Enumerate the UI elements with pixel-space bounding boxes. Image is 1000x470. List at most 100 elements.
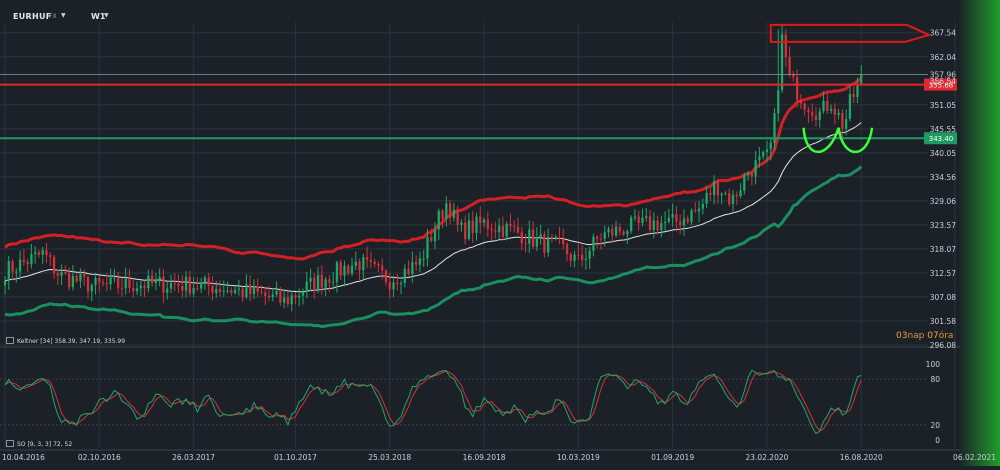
candle-body [252,286,256,294]
candle [192,277,195,298]
candle [230,287,233,296]
keltner-legend[interactable]: Keltner [34] 358.39, 347.19, 335.99 [6,337,125,345]
candle-body [814,115,818,121]
price-tick-label: 329.06 [930,197,956,206]
candle-body [750,172,753,177]
candle [335,260,339,293]
candle-body [520,232,523,244]
candle [739,183,742,199]
candle [67,267,71,291]
candle [124,267,127,295]
stochastic-legend[interactable]: SO [9, 3, 3] 72, 52 [6,440,72,448]
candle-body [516,226,520,233]
time-tick-label: 16.09.2018 [463,453,506,462]
candle-body [795,76,799,100]
candle-body [860,74,863,84]
candle [622,229,625,237]
candle [316,267,320,294]
candle-body [365,256,369,260]
candle-body [501,225,505,237]
candle-body [407,268,410,275]
candle [339,259,342,280]
candle-body [222,291,225,293]
candle-body [233,289,237,294]
candle-body [618,226,621,232]
candle-body [358,261,361,271]
candle [252,279,256,300]
price-tick-label: 307.08 [930,293,956,302]
candle-body [271,294,274,298]
candle-body [437,210,440,230]
candle-body [94,278,97,285]
countdown-hours-unit: óra [938,331,954,341]
candle-body [15,271,18,273]
candle-body [373,261,376,264]
candle [550,234,554,243]
candle [377,261,380,273]
indicator-settings-icon[interactable] [6,337,14,344]
candle [720,192,723,205]
keltner-upper-band [4,77,863,261]
candle [716,178,720,204]
candle [724,191,727,196]
candle [399,280,403,295]
candle-body [713,181,716,195]
candle [758,146,761,168]
candle-body [196,287,199,289]
candle [860,64,863,86]
level-label-support: 343.40 [929,135,954,143]
candle-body [3,280,7,286]
candle [403,264,406,288]
candle-body [539,234,542,238]
candle-body [260,291,263,293]
candle-body [347,265,350,274]
symbol-selector[interactable]: EURHUF [13,12,52,21]
candle [388,273,391,299]
candle [648,210,652,233]
candle-body [396,282,399,284]
candle-body [652,220,655,230]
candle [396,274,399,291]
candle-body [399,283,403,285]
timeframe-selector[interactable]: W1 [91,12,106,21]
stochastic-legend-text: SO [9, 3, 3] 72, 52 [17,441,73,448]
candle [667,208,670,224]
candle [437,208,440,241]
candle [94,272,97,295]
candle [497,218,501,240]
exchange-label: FX [49,13,57,20]
candle-body [86,276,90,292]
candle-body [728,193,731,205]
candle-body [841,112,844,129]
candle [215,280,218,298]
candle [298,288,301,307]
candle [347,264,350,276]
candle [418,251,422,272]
candle [226,281,229,294]
candle [599,232,603,250]
candle-body [11,261,14,272]
symbol-dropdown-icon[interactable]: ▼ [61,12,66,19]
candle [456,205,459,233]
candle-body [79,273,82,282]
candle-body [550,236,554,239]
timeframe-dropdown-icon[interactable]: ▼ [104,12,109,19]
candle-body [637,216,640,224]
time-tick-label: 10.04.2016 [2,453,45,462]
indicator-settings-icon[interactable] [6,440,14,447]
candle [528,220,531,254]
candle [241,286,244,302]
candle-body [328,279,331,283]
candle-body [547,236,550,253]
candle [7,255,10,291]
candle-body [158,276,161,280]
candle-body [418,258,422,265]
candle [645,207,648,222]
candle-body [667,217,670,222]
candle [381,258,384,280]
candle-body [241,288,244,297]
candle [580,245,584,268]
